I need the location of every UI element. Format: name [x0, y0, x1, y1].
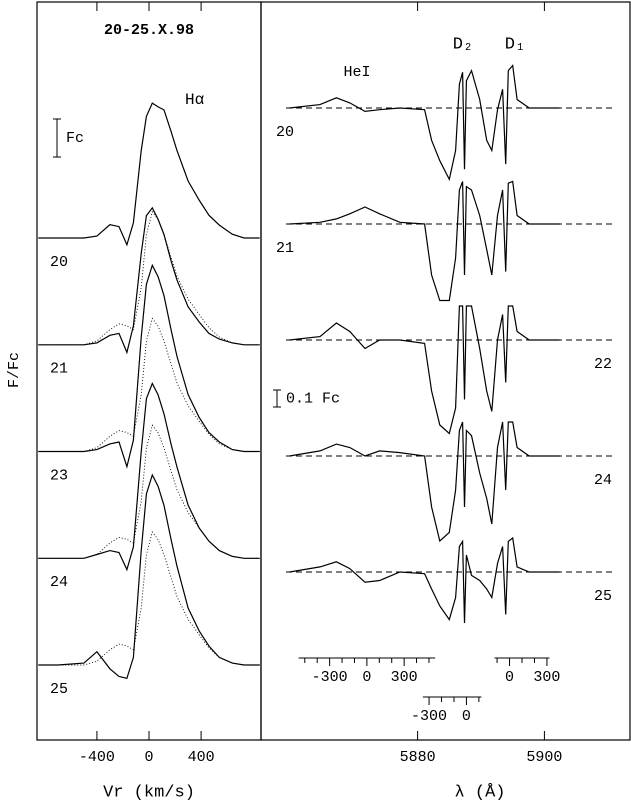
series-label: 21	[50, 361, 68, 378]
series-label: 21	[276, 240, 294, 257]
chart-title: 20-25.X.98	[104, 22, 194, 39]
annotation: D₁	[505, 35, 525, 54]
reference-profile	[38, 530, 260, 666]
x-axis-label: λ (Å)	[454, 783, 505, 802]
velocity-tick-label: -300	[411, 708, 447, 725]
spectrum	[289, 305, 560, 435]
spectrum	[289, 536, 560, 624]
spectrum	[289, 64, 560, 182]
annotation: Hα	[185, 91, 205, 109]
reference-profile	[38, 210, 260, 346]
x-tick-label: 5880	[400, 749, 436, 766]
spectrum	[38, 473, 260, 680]
x-tick-label: 400	[188, 749, 215, 766]
series-label: 24	[594, 472, 612, 489]
annotation: HeI	[343, 64, 370, 81]
series-label: 24	[50, 574, 68, 591]
velocity-tick-label: 0	[505, 669, 514, 686]
left-panel	[36, 1, 262, 741]
reference-profile	[38, 317, 260, 452]
series-label: 20	[50, 254, 68, 271]
velocity-tick-label: 300	[391, 669, 418, 686]
right-panel	[260, 1, 631, 741]
series-label: 25	[50, 681, 68, 698]
series-label: 20	[276, 124, 294, 141]
y-axis-label: F/Fc	[6, 352, 23, 388]
velocity-tick-label: 300	[533, 669, 560, 686]
velocity-tick-label: -300	[312, 669, 348, 686]
velocity-tick-label: 0	[462, 708, 471, 725]
scale-bar-label: 0.1 Fc	[286, 390, 340, 407]
x-tick-label: 0	[144, 749, 153, 766]
series-label: 22	[594, 356, 612, 373]
spectrum	[289, 180, 560, 302]
x-axis-label: Vr (km/s)	[103, 783, 195, 802]
x-tick-label: 5900	[526, 749, 562, 766]
scale-bar-label: Fc	[66, 130, 84, 147]
velocity-tick-label: 0	[362, 669, 371, 686]
annotation: D₂	[453, 35, 473, 54]
reference-profile	[38, 424, 260, 559]
spectrum	[38, 263, 260, 469]
spectrum	[289, 421, 560, 543]
spectrum	[38, 382, 260, 572]
spectrum	[38, 206, 260, 355]
spectrum	[38, 102, 260, 247]
x-tick-label: -400	[79, 749, 115, 766]
series-label: 23	[50, 467, 68, 484]
series-label: 25	[594, 588, 612, 605]
